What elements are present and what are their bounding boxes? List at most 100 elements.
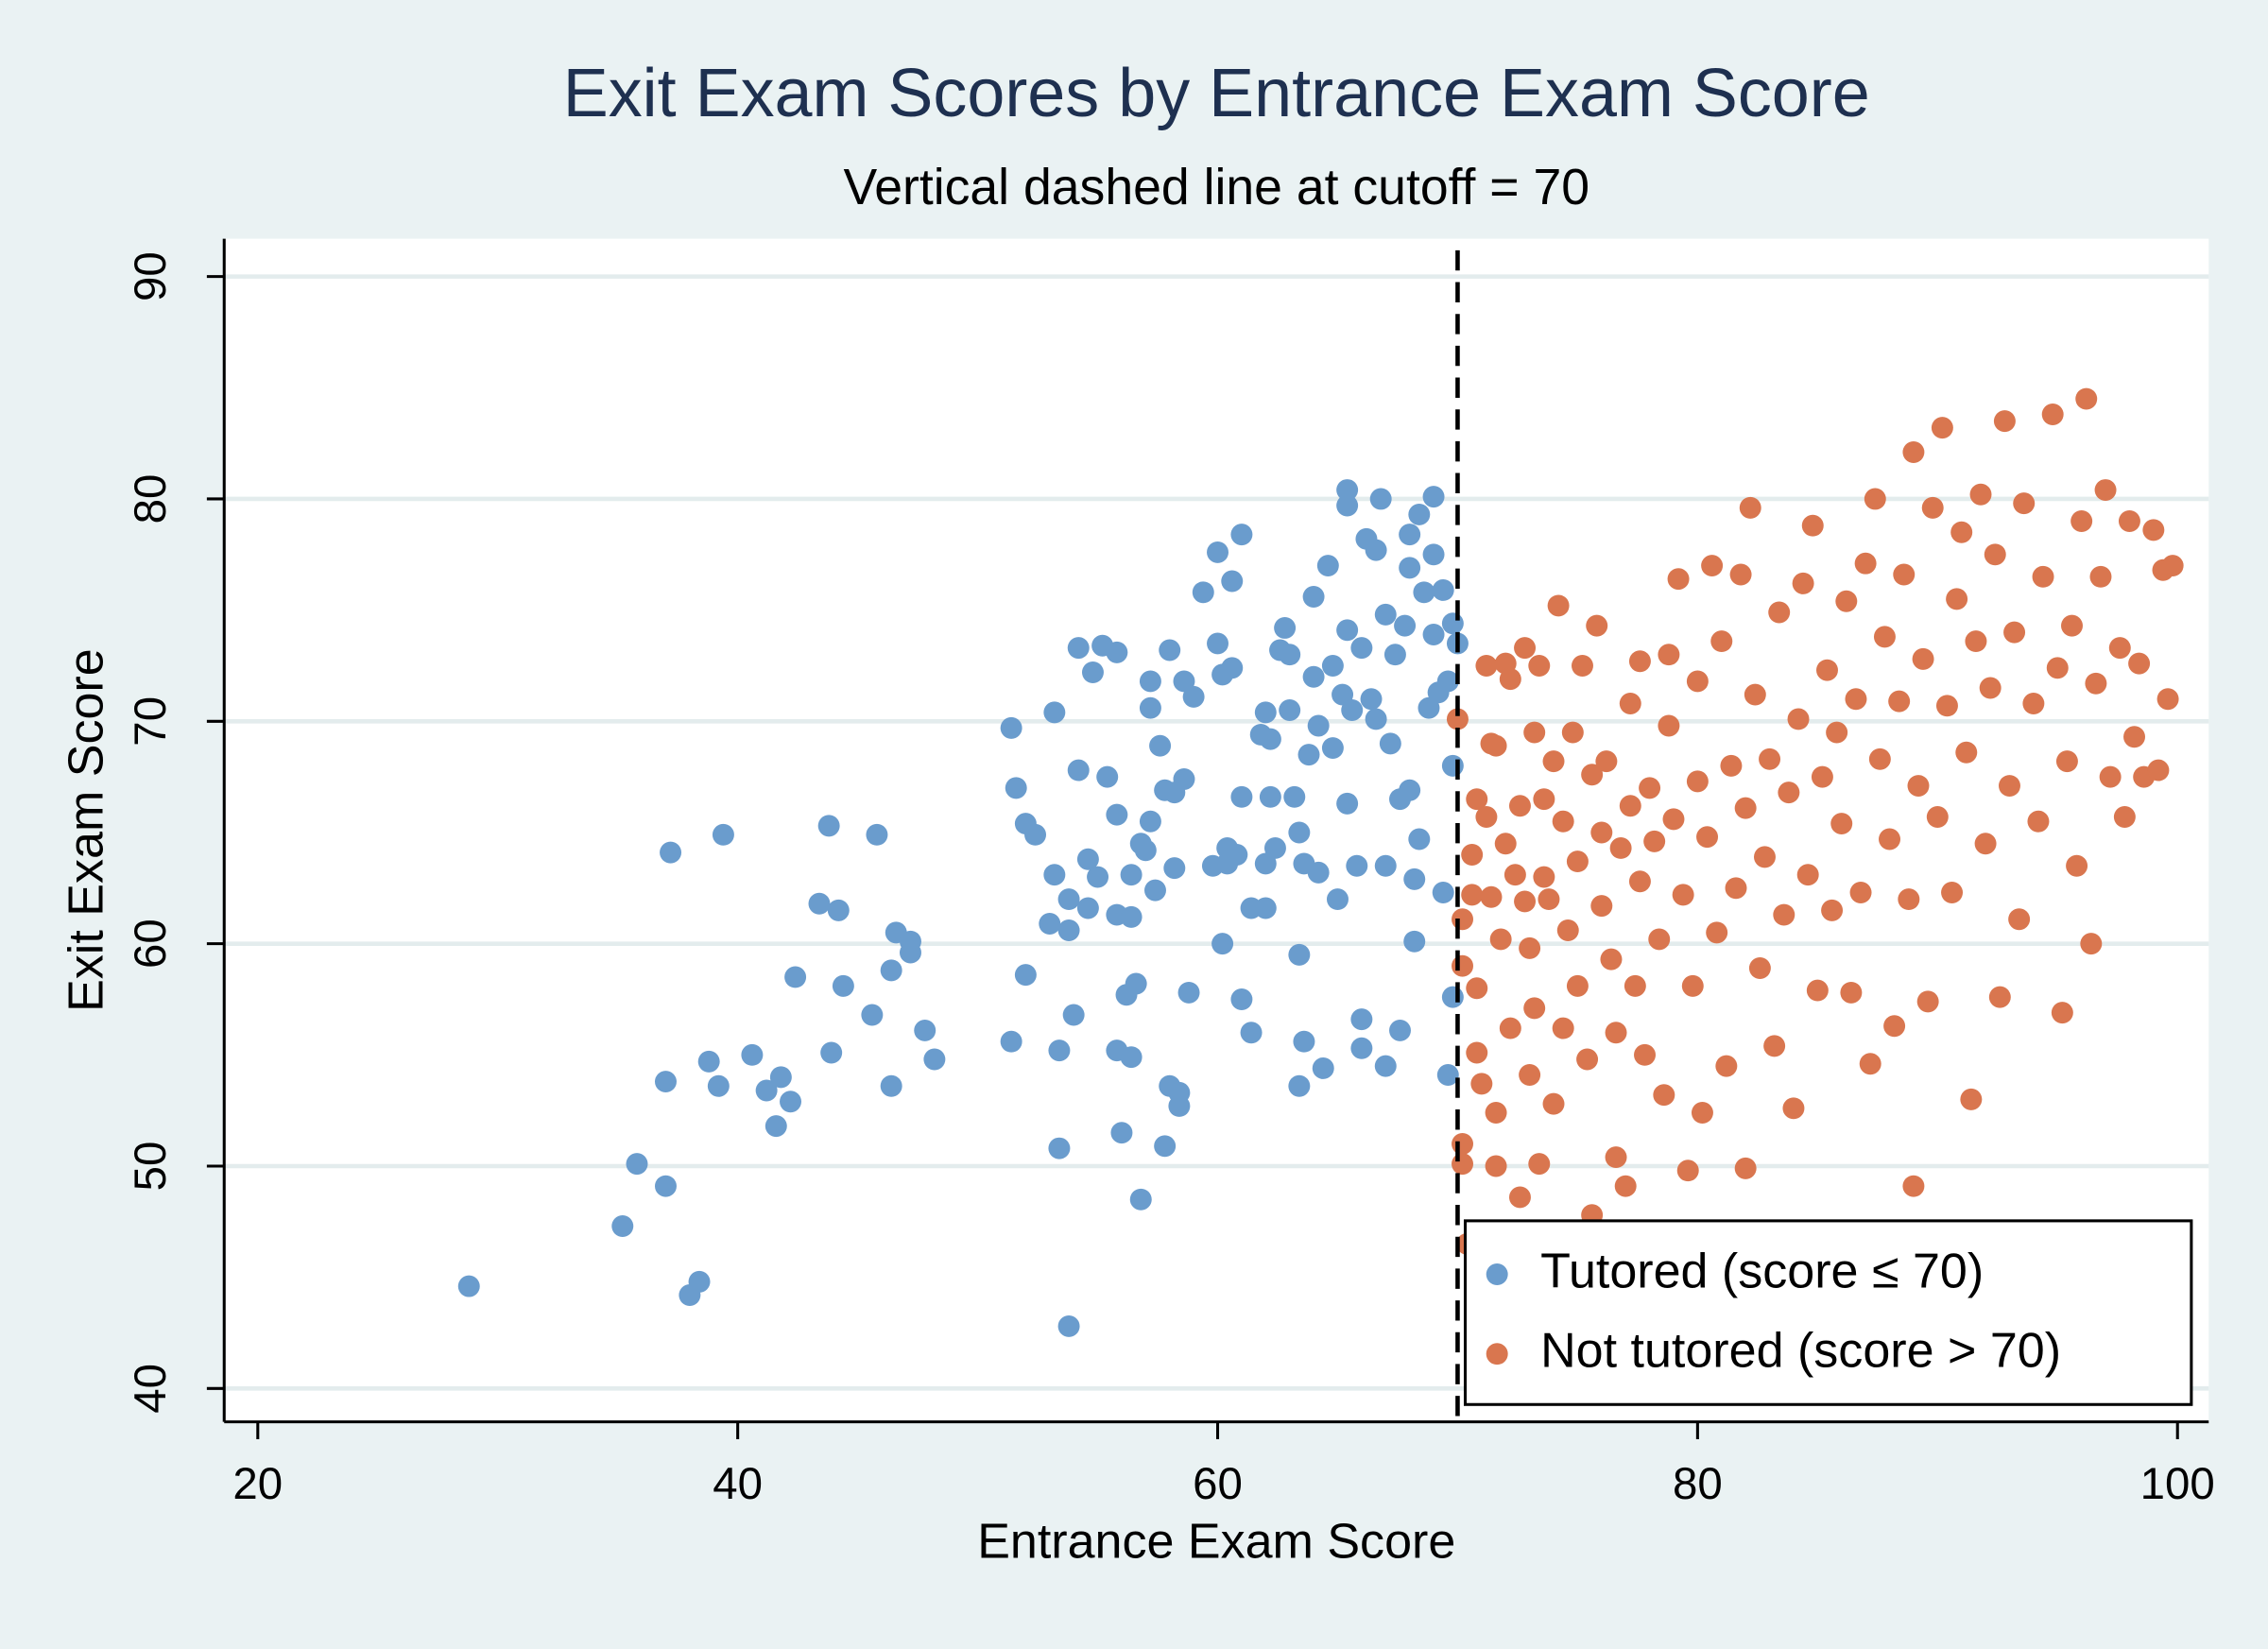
point [1614, 1175, 1637, 1197]
point [1365, 539, 1387, 561]
point [1653, 1084, 1675, 1107]
point [2147, 759, 2170, 782]
point [2118, 510, 2140, 532]
point [1523, 997, 1546, 1020]
point [2041, 404, 2064, 426]
point [1173, 768, 1195, 790]
point [1254, 701, 1277, 724]
point [1422, 543, 1445, 566]
point [1125, 972, 1147, 995]
point [1120, 1046, 1143, 1069]
point [866, 823, 888, 846]
point [1139, 696, 1161, 719]
point [2108, 637, 2131, 660]
point [2128, 652, 2151, 675]
point [1408, 503, 1431, 525]
point [1192, 581, 1214, 604]
point [1240, 1022, 1263, 1044]
point [2161, 555, 2184, 577]
point [1475, 654, 1498, 677]
point [1514, 637, 1537, 660]
axes: 40 50 60 70 80 90 20 40 60 80 100 [126, 238, 2215, 1509]
point [1432, 882, 1454, 903]
point [1533, 866, 1555, 888]
point [1845, 688, 1867, 711]
point [2027, 810, 2050, 833]
point [1461, 884, 1484, 906]
point [1686, 670, 1709, 693]
point [1787, 708, 1810, 730]
point [1432, 578, 1454, 601]
y-tick-label: 50 [126, 1142, 176, 1192]
point [1106, 641, 1128, 663]
point [1946, 588, 1968, 610]
point [1452, 1132, 1474, 1155]
point [1461, 844, 1484, 866]
point [1552, 810, 1574, 833]
point [1955, 741, 1978, 764]
point [1634, 1043, 1656, 1066]
point [1039, 912, 1061, 935]
point [1182, 685, 1205, 708]
point [1676, 1159, 1699, 1182]
point [1173, 670, 1195, 693]
point [1326, 888, 1349, 911]
point [1336, 619, 1359, 642]
point [1864, 488, 1886, 510]
point [1048, 1137, 1071, 1159]
point [1759, 747, 1781, 770]
point [1572, 654, 1593, 677]
point [1422, 486, 1445, 508]
point [1893, 563, 1916, 586]
point [1096, 765, 1119, 788]
point [1974, 833, 1997, 855]
legend-marker [1486, 1263, 1508, 1285]
point [817, 815, 840, 837]
point [1628, 650, 1651, 673]
point [1753, 846, 1776, 868]
point [1129, 1188, 1152, 1211]
point [1207, 541, 1228, 563]
point [1528, 1153, 1551, 1176]
point [1159, 639, 1181, 661]
point [1542, 750, 1565, 773]
point [1552, 1017, 1574, 1039]
point [1576, 1048, 1599, 1071]
point [1297, 744, 1320, 766]
point [1658, 644, 1680, 666]
point [1307, 714, 1330, 737]
point [1566, 850, 1589, 873]
point [1514, 890, 1537, 913]
point [1076, 848, 1099, 870]
point [1154, 1135, 1177, 1158]
point [1067, 759, 1090, 782]
point [1221, 657, 1244, 679]
point [1230, 785, 1253, 808]
point [1369, 488, 1392, 510]
point [2013, 492, 2036, 515]
point [1494, 833, 1517, 855]
point [1106, 803, 1128, 826]
point [820, 1041, 843, 1064]
point [1024, 823, 1047, 846]
point [1988, 986, 2011, 1008]
point [914, 1019, 936, 1041]
point [1399, 779, 1421, 801]
point [1087, 866, 1109, 888]
point [1446, 708, 1469, 730]
point [1485, 1102, 1507, 1124]
point [2156, 688, 2179, 711]
point [1288, 821, 1311, 844]
point [1389, 1019, 1411, 1041]
point [1912, 647, 1934, 670]
point [1230, 988, 1253, 1010]
point [1436, 670, 1459, 693]
point [1821, 899, 1844, 921]
point [1057, 1314, 1080, 1337]
point [1999, 775, 2020, 798]
point [1859, 1053, 1881, 1075]
point [1538, 888, 1560, 911]
point [1110, 1122, 1133, 1144]
point [1701, 555, 1724, 577]
